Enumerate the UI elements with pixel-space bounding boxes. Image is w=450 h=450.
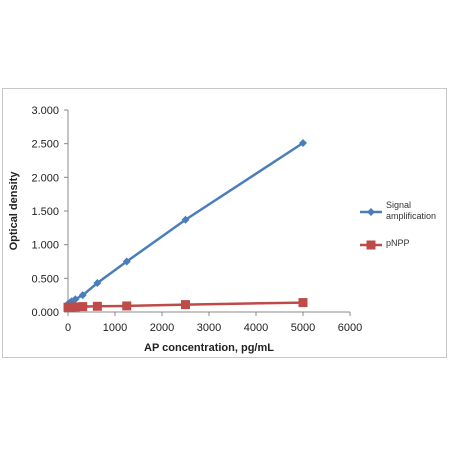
data-point: [70, 302, 80, 312]
legend-swatch-marker: [366, 240, 376, 250]
x-tick-label: 3000: [197, 322, 221, 334]
legend-label: Signal: [386, 200, 411, 210]
data-point: [93, 279, 102, 288]
y-tick-label: 3.000: [31, 105, 59, 117]
data-point: [122, 301, 132, 311]
data-point: [78, 291, 87, 300]
x-tick-label: 0: [65, 322, 71, 334]
y-tick-label: 1.000: [31, 240, 59, 252]
data-point: [71, 295, 80, 304]
legend-item-1: pNPP: [360, 238, 410, 250]
y-axis-ticks: 0.000 0.500 1.000 1.500 2.000 2.500 3.000: [31, 105, 68, 319]
x-axis-title: AP concentration, pg/mL: [144, 342, 274, 354]
y-tick-label: 0.500: [31, 273, 59, 285]
legend-label: amplification: [386, 211, 436, 221]
legend-label: pNPP: [386, 238, 410, 248]
y-axis-title: Optical density: [8, 171, 20, 251]
x-tick-label: 4000: [244, 322, 268, 334]
data-point: [181, 300, 190, 310]
x-tick-label: 2000: [150, 322, 174, 334]
chart-frame: [2, 88, 447, 358]
x-tick-label: 6000: [338, 322, 362, 334]
data-point: [122, 257, 131, 266]
data-point: [298, 298, 308, 308]
data-point: [78, 302, 88, 312]
series-1: [63, 298, 308, 312]
y-tick-label: 2.000: [31, 172, 59, 184]
x-axis-ticks: 0 1000 2000 3000 4000 5000 6000: [65, 312, 362, 334]
series-0: [64, 138, 307, 308]
legend-swatch-marker: [367, 208, 375, 216]
data-point: [181, 215, 190, 224]
y-tick-label: 1.500: [31, 206, 59, 218]
y-tick-label: 2.500: [31, 139, 59, 151]
x-tick-label: 5000: [291, 322, 315, 334]
x-tick-label: 1000: [103, 322, 127, 334]
y-tick-label: 0.000: [31, 307, 59, 319]
data-point: [92, 301, 102, 311]
series-group: [63, 138, 308, 312]
data-point: [299, 138, 307, 147]
